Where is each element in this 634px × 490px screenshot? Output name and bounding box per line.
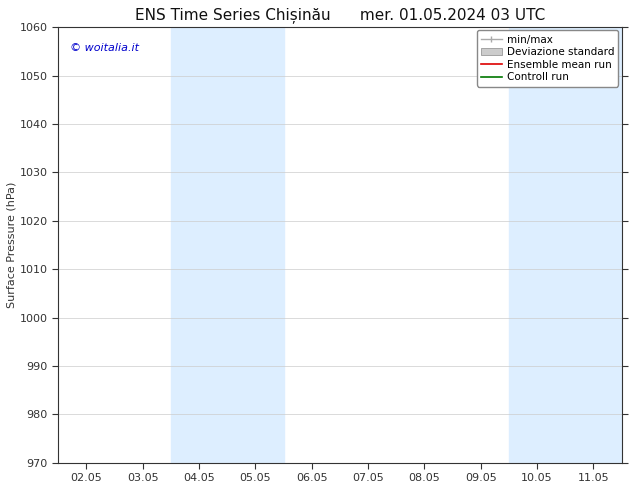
Bar: [509, 27, 565, 463]
Title: ENS Time Series Chișinău      mer. 01.05.2024 03 UTC: ENS Time Series Chișinău mer. 01.05.2024…: [135, 7, 545, 23]
Text: © woitalia.it: © woitalia.it: [70, 43, 138, 52]
Legend: min/max, Deviazione standard, Ensemble mean run, Controll run: min/max, Deviazione standard, Ensemble m…: [477, 30, 618, 87]
Bar: [565, 27, 621, 463]
Bar: [171, 27, 227, 463]
Bar: [227, 27, 283, 463]
Y-axis label: Surface Pressure (hPa): Surface Pressure (hPa): [7, 182, 17, 308]
